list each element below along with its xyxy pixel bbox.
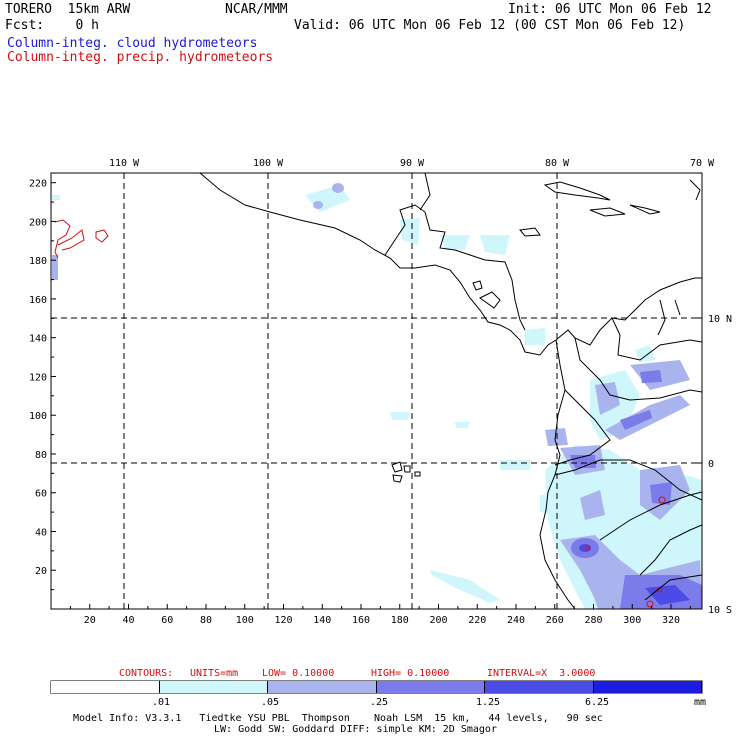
contour-units: UNITS=mm — [190, 668, 239, 679]
map-frame — [50, 172, 703, 610]
colorbar-label-4: 1.25 — [476, 697, 501, 708]
x-tick-label: 40 — [122, 615, 134, 626]
y-tick-label: 100 — [29, 411, 47, 422]
contours-label: CONTOURS: — [119, 668, 174, 679]
x-tick-label: 200 — [429, 615, 447, 626]
y-tick-label: 160 — [29, 295, 47, 306]
y-tick-label: 60 — [35, 489, 47, 500]
axis-ticks: 20 40 60 80 100 120 140 160 180 200 220 240 260 280 30… — [29, 158, 732, 626]
cloud-field-title: Column-integ. cloud hydrometeors — [7, 36, 258, 51]
y-tick-label: 180 — [29, 256, 47, 267]
model-physics: LW: Godd SW: Goddard DIFF: simple KM: 2D… — [214, 724, 497, 735]
forecast-hour: Fcst: 0 h — [5, 18, 99, 33]
latitude-label: 0 — [708, 459, 714, 470]
valid-time: Valid: 06 UTC Mon 06 Feb 12 (00 CST Mon … — [294, 18, 686, 33]
contour-high: HIGH= 0.10000 — [371, 668, 450, 679]
colorbar-label-1: .01 — [152, 697, 171, 708]
x-tick-label: 240 — [507, 615, 525, 626]
colorbar-cell — [485, 681, 594, 693]
colorbar-label-5: 6.25 — [585, 697, 610, 708]
x-tick-label: 320 — [662, 615, 680, 626]
precip-contours — [54, 219, 666, 608]
y-tick-label: 20 — [35, 566, 47, 577]
x-tick-label: 160 — [352, 615, 370, 626]
x-tick-label: 80 — [200, 615, 212, 626]
y-tick-label: 40 — [35, 527, 47, 538]
x-tick-label: 120 — [274, 615, 292, 626]
colorbar-cell — [376, 681, 485, 693]
cloud-hydrometeor-shading — [52, 183, 702, 609]
colorbar-cell — [159, 681, 268, 693]
model-name: TORERO 15km ARW — [5, 2, 131, 17]
x-tick-label: 300 — [623, 615, 641, 626]
colorbar-cell — [268, 681, 377, 693]
y-tick-label: 220 — [29, 179, 47, 190]
contour-interval: INTERVAL=X 3.0000 — [487, 668, 596, 679]
longitude-label: 90 W — [400, 158, 425, 169]
y-tick-label: 140 — [29, 334, 47, 345]
y-tick-label: 80 — [35, 450, 47, 461]
colorbar-cell — [593, 681, 702, 693]
latitude-label: 10 N — [708, 314, 732, 325]
colorbar-label-3: .25 — [370, 697, 389, 708]
precip-field-title: Column-integ. precip. hydrometeors — [7, 50, 274, 65]
x-tick-label: 20 — [84, 615, 96, 626]
longitude-label: 80 W — [545, 158, 570, 169]
organization: NCAR/MMM — [225, 2, 288, 17]
colorbar-cell — [51, 681, 160, 693]
y-tick-label: 200 — [29, 217, 47, 228]
x-tick-label: 280 — [584, 615, 602, 626]
x-tick-label: 60 — [161, 615, 173, 626]
x-tick-label: 220 — [468, 615, 486, 626]
x-tick-label: 100 — [236, 615, 254, 626]
longitude-label: 100 W — [253, 158, 284, 169]
latlon-grid — [51, 173, 702, 609]
colorbar-label-2: .05 — [261, 697, 280, 708]
x-tick-label: 260 — [546, 615, 564, 626]
longitude-label: 110 W — [109, 158, 140, 169]
latitude-label: 10 S — [708, 605, 732, 616]
x-tick-label: 140 — [313, 615, 331, 626]
longitude-label: 70 W — [690, 158, 715, 169]
y-tick-label: 120 — [29, 372, 47, 383]
contour-low: LOW= 0.10000 — [262, 668, 335, 679]
model-info: Model Info: V3.3.1 Tiedtke YSU PBL Thomp… — [73, 713, 603, 724]
x-tick-label: 180 — [391, 615, 409, 626]
init-time: Init: 06 UTC Mon 06 Feb 12 — [508, 2, 712, 17]
colorbar-unit: mm — [694, 697, 707, 708]
